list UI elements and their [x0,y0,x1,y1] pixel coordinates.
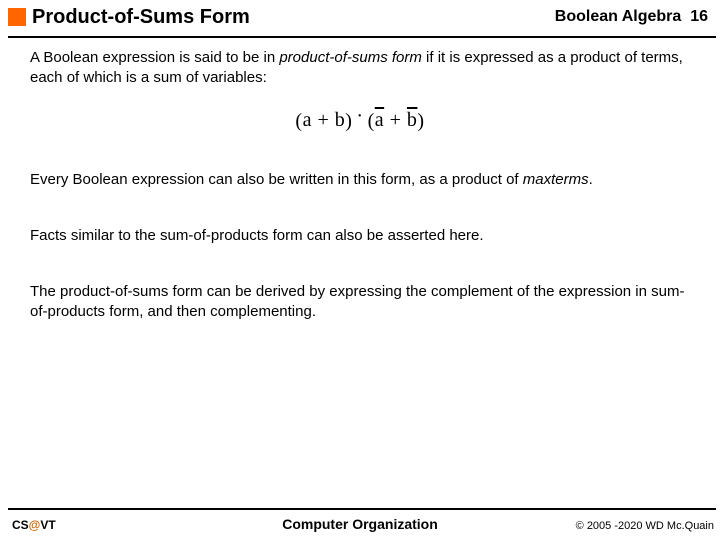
slide-body: A Boolean expression is said to be in pr… [30,48,690,341]
slide: Product-of-Sums Form Boolean Algebra 16 … [0,0,720,540]
rparen-2: ) [417,110,424,132]
formula: (a + b)·(a + b) [30,107,690,134]
p2-text-a: Every Boolean expression can also be wri… [30,171,523,188]
lparen-1: ( [295,110,302,132]
slide-number: 16 [690,8,708,25]
para-2: Every Boolean expression can also be wri… [30,170,690,190]
term-1a: a [303,109,312,131]
chapter-label: Boolean Algebra 16 [555,8,708,26]
p1-emph: product-of-sums form [279,49,422,66]
term-1b: b [335,109,346,131]
p1-text-a: A Boolean expression is said to be in [30,49,279,66]
p2-emph: maxterms [523,171,589,188]
footer-at: @ [29,518,41,532]
p2-text-c: . [589,171,593,188]
lparen-2: ( [368,110,375,132]
header-rule [8,36,716,38]
footer: CS@VT Computer Organization © 2005 -2020… [0,514,720,534]
para-3: Facts similar to the sum-of-products for… [30,226,690,246]
footer-center: Computer Organization [282,516,438,532]
term-2b-bar: b [407,109,418,131]
footer-left: CS@VT [12,518,56,532]
para-4: The product-of-sums form can be derived … [30,282,690,323]
center-dot: · [352,105,367,127]
chapter-name: Boolean Algebra [555,8,682,25]
plus-2: + [384,109,407,131]
footer-rule [8,508,716,510]
term-2a-bar: a [375,109,384,131]
footer-vt: VT [40,518,55,532]
footer-cs: CS [12,518,29,532]
footer-right: © 2005 -2020 WD Mc.Quain [576,520,714,532]
title-bar: Product-of-Sums Form Boolean Algebra 16 [8,6,712,34]
slide-title: Product-of-Sums Form [32,6,250,29]
plus-1: + [312,109,335,131]
para-1: A Boolean expression is said to be in pr… [30,48,690,89]
accent-square [8,8,26,26]
